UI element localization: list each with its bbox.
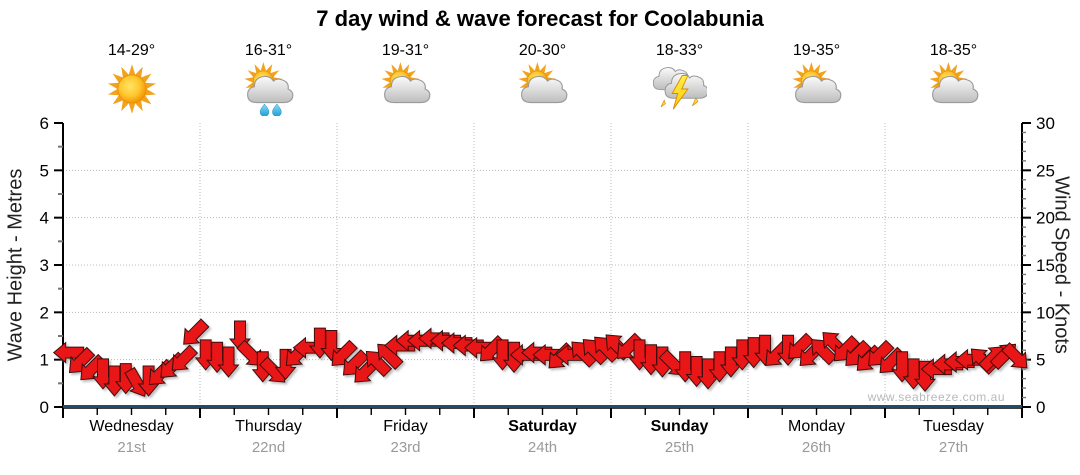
right-axis-title: Wind Speed - Knots [1050, 176, 1073, 354]
sunny-icon [107, 64, 156, 114]
day-label: Thursday 22nd [200, 416, 337, 458]
axes: 0 1 2 3 4 5 6 0 5 10 15 20 25 30 [40, 114, 1055, 418]
day-name: Thursday [235, 418, 302, 435]
wind-arrow [1001, 342, 1028, 369]
wind-arrow [183, 318, 210, 345]
sun-cloud-rain-icon [243, 62, 293, 116]
left-axis-title: Wave Height - Metres [4, 168, 27, 362]
day-column-header: 20-30° [474, 42, 611, 60]
day-name: Wednesday [89, 418, 174, 435]
wind-arrow [171, 344, 199, 371]
sun-cloud-icon [928, 62, 978, 104]
day-name: Tuesday [923, 418, 984, 435]
right-axis-tick-label: 5 [1036, 351, 1045, 370]
day-column-header: 19-31° [337, 42, 474, 60]
temp-range: 19-31° [381, 42, 430, 59]
day-date: 22nd [251, 439, 286, 456]
day-label: Saturday 24th [474, 416, 611, 458]
day-label: Tuesday 27th [885, 416, 1022, 458]
day-date: 27th [938, 439, 969, 456]
temp-range: 16-31° [244, 42, 293, 59]
day-label: Wednesday 21st [63, 416, 200, 458]
right-axis-tick-label: 30 [1036, 114, 1055, 133]
temp-range: 14-29° [107, 42, 156, 59]
sun-cloud-icon [380, 62, 430, 104]
day-date: 26th [801, 439, 832, 456]
day-icon-cell [885, 62, 1022, 118]
day-column-header: 14-29° [63, 42, 200, 60]
day-date: 25th [664, 439, 695, 456]
day-label: Sunday 25th [611, 416, 748, 458]
temp-range: 20-30° [518, 42, 567, 59]
day-column-header: 16-31° [200, 42, 337, 60]
sun-cloud-icon [791, 62, 841, 104]
day-label: Monday 26th [748, 416, 885, 458]
left-axis-tick-label: 5 [40, 161, 49, 180]
day-label: Friday 23rd [337, 416, 474, 458]
temperature-row: 14-29° 16-31° 19-31° 20-30° 18-33° 19-35° 18-3… [63, 42, 1022, 60]
right-axis-tick-label: 10 [1036, 303, 1055, 322]
chart-title: 7 day wind & wave forecast for Coolabuni… [316, 6, 764, 31]
left-axis-tick-label: 1 [40, 351, 49, 370]
right-axis-tick-label: 15 [1036, 256, 1055, 275]
right-axis-tick-label: 0 [1036, 398, 1045, 417]
right-axis-tick-label: 25 [1036, 161, 1055, 180]
left-axis-tick-label: 3 [40, 256, 49, 275]
weather-icons-row [63, 62, 1022, 118]
temp-range: 18-33° [655, 42, 704, 59]
wind-arrow [365, 350, 393, 378]
day-name: Friday [383, 418, 428, 435]
right-axis-tick-label: 20 [1036, 209, 1055, 228]
wind-arrow [696, 358, 720, 390]
day-icon-cell [474, 62, 611, 118]
wind-direction-arrows [52, 318, 1028, 397]
day-column-header: 18-33° [611, 42, 748, 60]
left-axis-tick-label: 4 [40, 209, 49, 228]
day-labels-row: Wednesday 21st Thursday 22nd Friday 23rd Satur… [63, 416, 1022, 458]
day-date: 23rd [390, 439, 421, 456]
day-column-header: 19-35° [748, 42, 885, 60]
wind-arrow [719, 346, 742, 378]
thunderstorm-icon [652, 67, 707, 110]
day-icon-cell [748, 62, 885, 118]
watermark: www.seabreeze.com.au [867, 390, 1005, 404]
day-date: 21st [117, 439, 146, 456]
temp-range: 18-35° [929, 42, 978, 59]
left-axis-tick-label: 6 [40, 114, 49, 133]
sun-cloud-icon [517, 62, 567, 104]
day-icon-cell [337, 62, 474, 118]
left-axis-tick-label: 0 [40, 398, 49, 417]
day-icon-cell [611, 62, 748, 118]
day-date: 24th [527, 439, 558, 456]
wind-arrow [217, 346, 240, 378]
day-icon-cell [63, 62, 200, 118]
left-axis-tick-label: 2 [40, 303, 49, 322]
day-icon-cell [200, 62, 337, 118]
temp-range: 19-35° [792, 42, 841, 59]
day-name: Sunday [650, 418, 709, 435]
day-name: Saturday [508, 418, 577, 435]
day-column-header: 18-35° [885, 42, 1022, 60]
day-name: Monday [788, 418, 845, 435]
